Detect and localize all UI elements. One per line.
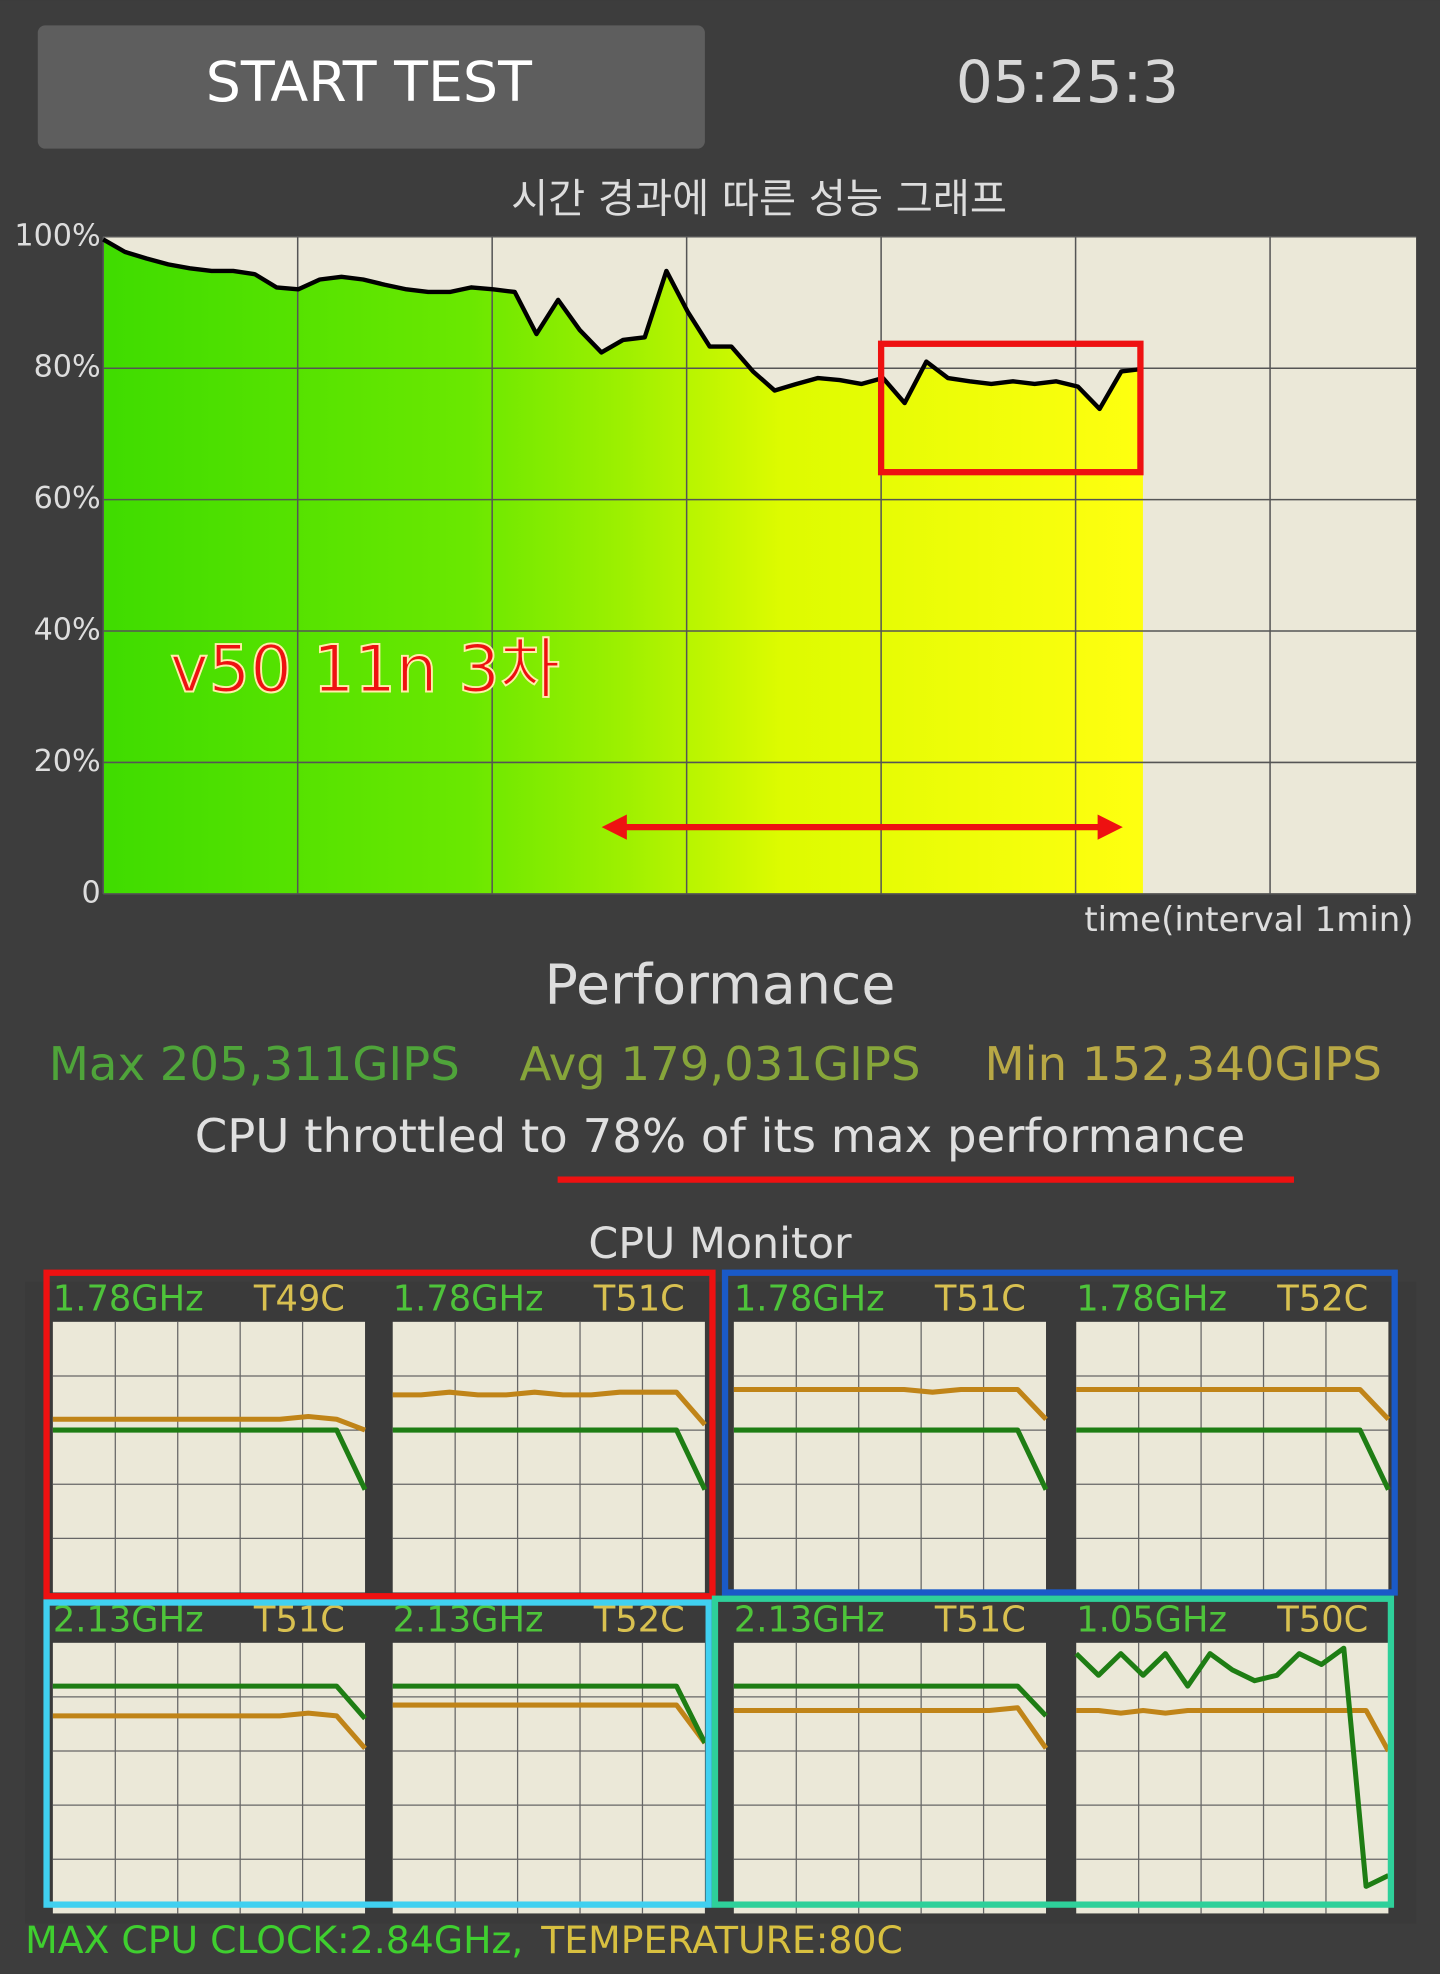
core-panel (1076, 1321, 1389, 1593)
core-temperature: T51C (593, 1278, 685, 1319)
core-frequency: 2.13GHz (53, 1599, 204, 1640)
core-temperature: T52C (1276, 1278, 1368, 1319)
core-clock-line (1076, 1427, 1391, 1491)
performance-line (102, 237, 1144, 412)
core-frequency: 1.78GHz (1076, 1278, 1227, 1319)
cpu-monitor-title: CPU Monitor (588, 1219, 852, 1269)
core-temperature-line (392, 1389, 707, 1427)
start-button[interactable] (37, 25, 705, 149)
core-clock-line (392, 1427, 708, 1491)
chart-title: 시간 경과에 따른 성능 그래프 (511, 177, 1007, 223)
y-tick-label: 100% (14, 218, 100, 253)
core-frequency: 1.78GHz (734, 1278, 885, 1319)
highlight-box (721, 1269, 1398, 1596)
min-performance: Min 152,340GIPS (985, 1037, 1382, 1091)
core-frequency: 2.13GHz (393, 1599, 544, 1640)
highlight-box (43, 1269, 716, 1600)
y-tick-label: 60% (34, 481, 101, 516)
core-temperature: T50C (1276, 1599, 1368, 1640)
core-panel (52, 1321, 366, 1593)
highlight-box (877, 340, 1144, 476)
core-panel (1076, 1642, 1389, 1914)
core-temperature: T51C (253, 1599, 345, 1640)
core-clock-line (392, 1683, 708, 1745)
core-temperature: T51C (934, 1278, 1026, 1319)
timer: 05:25:3 (956, 48, 1179, 116)
core-temperature: T49C (253, 1278, 345, 1319)
core-temperature-line (1076, 1386, 1391, 1421)
core-clock-line (52, 1683, 367, 1721)
y-tick-label: 20% (34, 744, 101, 779)
core-clock-line (733, 1427, 1049, 1491)
plot: 0 20% 40% 60% 80% 100% v50 11n 3차 (14, 218, 1417, 910)
cpu-panels: 1.78GHz T49C 1.78GHz T51C 1.78GHz T51C 1.78GHz… (52, 1278, 1391, 1914)
core-panel (733, 1321, 1047, 1593)
core-panel (733, 1642, 1047, 1914)
performance-title: Performance (545, 953, 896, 1017)
core-frequency: 1.05GHz (1076, 1599, 1227, 1640)
core-temperature-line (392, 1702, 707, 1745)
highlight-box (711, 1595, 1395, 1908)
core-clock-line (1074, 1645, 1390, 1889)
core-panel (392, 1642, 705, 1914)
annotation: v50 11n 3차 (170, 632, 560, 708)
avg-performance: Avg 179,031GIPS (519, 1037, 920, 1091)
max-performance: Max 205,311GIPS (49, 1037, 460, 1091)
button-label[interactable]: START TEST (206, 51, 532, 115)
y-tick-label: 0 (81, 875, 100, 910)
footer-clock: MAX CPU CLOCK:2.84GHz, (25, 1918, 523, 1962)
core-frequency: 1.78GHz (53, 1278, 204, 1319)
core-temperature-line (733, 1386, 1048, 1421)
core-temperature-line (52, 1710, 367, 1751)
core-clock-line (52, 1427, 368, 1491)
core-temperature-line (733, 1705, 1049, 1750)
core-temperature: T51C (934, 1599, 1026, 1640)
core-temperature-line (52, 1414, 366, 1433)
core-clock-line (733, 1683, 1048, 1718)
core-temperature-line (1076, 1707, 1391, 1753)
footer-temperature: TEMPERATURE:80C (540, 1918, 903, 1962)
y-tick-label: 80% (34, 350, 101, 385)
core-panel (392, 1321, 705, 1593)
core-panel (52, 1642, 366, 1914)
y-tick-label: 40% (34, 613, 101, 648)
core-frequency: 1.78GHz (393, 1278, 544, 1319)
core-frequency: 2.13GHz (734, 1599, 885, 1640)
throttle-summary: CPU throttled to 78% of its max performa… (195, 1109, 1246, 1163)
highlight-box (43, 1599, 712, 1908)
x-axis-label: time(interval 1min) (1084, 900, 1413, 940)
core-temperature: T52C (593, 1599, 685, 1640)
